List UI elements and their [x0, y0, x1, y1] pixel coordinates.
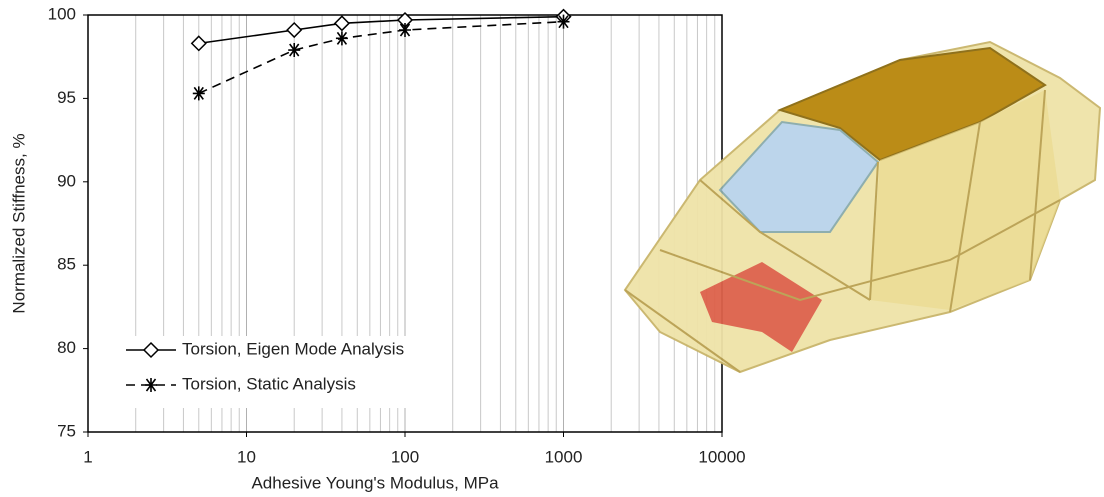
- page: {"chart_data": {"type": "line", "x_label…: [0, 0, 1104, 497]
- y-tick-label: 100: [48, 4, 76, 23]
- marker: [558, 15, 570, 29]
- legend-label: Torsion, Static Analysis: [182, 374, 356, 393]
- y-tick-label: 95: [57, 88, 76, 107]
- x-axis-label: Adhesive Young's Modulus, MPa: [251, 473, 499, 492]
- y-axis-label: Normalized Stiffness, %: [9, 133, 28, 313]
- marker: [399, 23, 411, 37]
- x-tick-label: 1: [83, 447, 92, 466]
- marker: [288, 43, 300, 57]
- x-tick-label: 100: [391, 447, 419, 466]
- y-tick-label: 80: [57, 338, 76, 357]
- legend-marker: [145, 378, 157, 392]
- figure: 1 10 100 1000 10000 75 80 85 90 95 100 Adhesive You…: [0, 0, 1104, 497]
- y-tick-label: 85: [57, 255, 76, 274]
- y-tick-label: 90: [57, 171, 76, 190]
- x-tick-label: 10000: [698, 447, 745, 466]
- x-tick-label: 10: [237, 447, 256, 466]
- y-tick-label: 75: [57, 421, 76, 440]
- x-tick-label: 1000: [545, 447, 583, 466]
- plot: 1 10 100 1000 10000 75 80 85 90 95 100 Adhesive You…: [9, 4, 745, 492]
- legend-label: Torsion, Eigen Mode Analysis: [182, 339, 404, 358]
- marker: [193, 86, 205, 100]
- marker: [336, 31, 348, 45]
